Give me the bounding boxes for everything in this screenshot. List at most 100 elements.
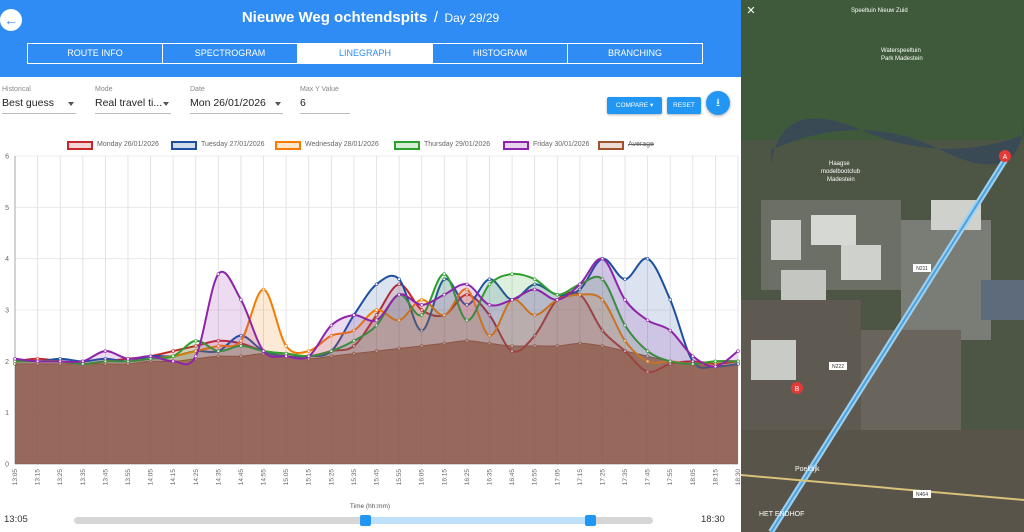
slider-handle-end[interactable] <box>585 515 597 526</box>
data-point[interactable] <box>216 349 221 353</box>
data-point[interactable] <box>510 349 514 353</box>
data-point[interactable] <box>465 339 469 343</box>
data-point[interactable] <box>487 313 492 317</box>
data-point[interactable] <box>736 349 740 353</box>
max-y-field[interactable]: Max Y Value 6 <box>300 86 350 114</box>
data-point[interactable] <box>600 277 605 281</box>
data-point[interactable] <box>419 298 424 302</box>
close-icon[interactable]: ✕ <box>746 5 756 17</box>
data-point[interactable] <box>126 357 130 361</box>
map-view[interactable]: A B Speeltuin Nieuw Zuid Waterspeeltuin … <box>741 0 1024 532</box>
data-point[interactable] <box>487 303 492 307</box>
data-point[interactable] <box>691 362 695 366</box>
data-point[interactable] <box>736 359 740 364</box>
data-point[interactable] <box>510 344 514 348</box>
data-point[interactable] <box>645 369 650 374</box>
marker-b[interactable]: B <box>791 382 803 394</box>
data-point[interactable] <box>600 344 605 348</box>
data-point[interactable] <box>465 282 469 287</box>
data-point[interactable] <box>216 272 221 276</box>
data-point[interactable] <box>623 298 627 302</box>
data-point[interactable] <box>261 349 266 353</box>
data-point[interactable] <box>487 341 492 346</box>
data-point[interactable] <box>397 282 401 287</box>
data-point[interactable] <box>329 323 334 328</box>
data-point[interactable] <box>352 328 356 333</box>
mode-select[interactable]: Mode Real travel ti... <box>95 86 171 114</box>
data-point[interactable] <box>352 344 356 348</box>
back-button[interactable]: ← <box>0 9 22 31</box>
data-point[interactable] <box>239 344 243 348</box>
data-point[interactable] <box>103 359 108 364</box>
data-point[interactable] <box>465 292 469 297</box>
data-point[interactable] <box>465 287 469 292</box>
data-point[interactable] <box>374 318 379 322</box>
data-point[interactable] <box>397 346 401 351</box>
data-point[interactable] <box>216 344 221 348</box>
data-point[interactable] <box>668 359 672 364</box>
time-range-slider[interactable] <box>74 515 653 526</box>
data-point[interactable] <box>623 323 627 328</box>
data-point[interactable] <box>645 256 650 261</box>
tab-linegraph[interactable]: LINEGRAPH <box>298 44 433 63</box>
data-point[interactable] <box>578 341 582 346</box>
data-point[interactable] <box>442 313 446 317</box>
data-point[interactable] <box>532 282 537 287</box>
data-point[interactable] <box>13 357 17 361</box>
data-point[interactable] <box>171 359 175 364</box>
compare-button[interactable]: COMPARE ▾ <box>607 97 662 114</box>
satellite-map[interactable]: A B Speeltuin Nieuw Zuid Waterspeeltuin … <box>741 0 1024 532</box>
data-point[interactable] <box>487 277 492 281</box>
data-point[interactable] <box>645 318 650 322</box>
data-point[interactable] <box>81 359 85 364</box>
tab-branching[interactable]: BRANCHING <box>607 48 662 58</box>
data-point[interactable] <box>691 354 695 358</box>
data-point[interactable] <box>532 287 537 292</box>
data-point[interactable] <box>352 339 356 343</box>
data-point[interactable] <box>442 272 446 276</box>
data-point[interactable] <box>239 354 243 358</box>
date-select[interactable]: Date Mon 26/01/2026 <box>190 86 283 114</box>
data-point[interactable] <box>487 282 492 287</box>
data-point[interactable] <box>352 351 356 356</box>
data-point[interactable] <box>442 292 446 297</box>
tab-spectrogram[interactable]: SPECTROGRAM <box>163 44 298 63</box>
data-point[interactable] <box>465 318 469 322</box>
data-point[interactable] <box>623 339 627 343</box>
data-point[interactable] <box>397 277 401 281</box>
data-point[interactable] <box>419 344 424 348</box>
data-point[interactable] <box>465 303 469 307</box>
data-point[interactable] <box>194 339 198 343</box>
slider-handle-start[interactable] <box>360 515 372 526</box>
data-point[interactable] <box>668 298 672 302</box>
data-point[interactable] <box>216 339 221 343</box>
data-point[interactable] <box>261 287 266 292</box>
data-point[interactable] <box>397 318 401 322</box>
data-point[interactable] <box>532 313 537 317</box>
data-point[interactable] <box>374 323 379 328</box>
data-point[interactable] <box>442 277 446 281</box>
data-point[interactable] <box>329 349 334 353</box>
data-point[interactable] <box>307 354 311 358</box>
data-point[interactable] <box>510 298 514 302</box>
data-point[interactable] <box>623 277 627 281</box>
data-point[interactable] <box>600 256 605 261</box>
data-point[interactable] <box>374 349 379 353</box>
data-point[interactable] <box>419 328 424 333</box>
data-point[interactable] <box>578 282 582 287</box>
data-point[interactable] <box>103 349 108 353</box>
historical-select[interactable]: Historical Best guess <box>2 86 76 114</box>
reset-button[interactable]: RESET <box>667 97 701 114</box>
data-point[interactable] <box>194 344 198 348</box>
data-point[interactable] <box>239 298 243 302</box>
data-point[interactable] <box>645 359 650 364</box>
data-point[interactable] <box>329 333 334 338</box>
data-point[interactable] <box>532 277 537 281</box>
data-point[interactable] <box>171 349 175 353</box>
data-point[interactable] <box>216 354 221 358</box>
data-point[interactable] <box>532 344 537 348</box>
marker-a[interactable]: A <box>999 150 1011 162</box>
data-point[interactable] <box>419 308 424 312</box>
tab-histogram[interactable]: HISTOGRAM <box>433 44 568 63</box>
data-point[interactable] <box>397 292 401 297</box>
